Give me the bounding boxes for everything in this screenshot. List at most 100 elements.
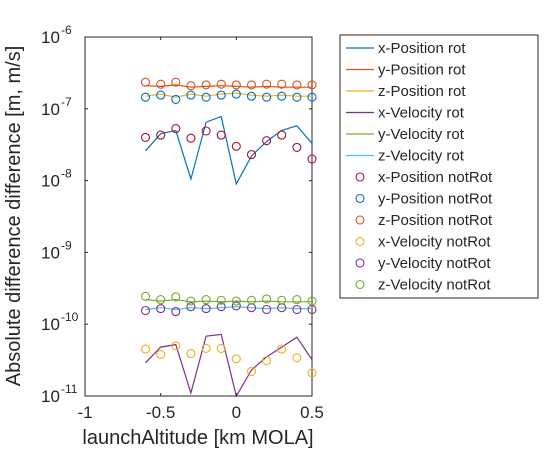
data-point <box>307 92 317 102</box>
series-z-position-notrot <box>140 77 317 91</box>
data-point <box>277 344 287 354</box>
legend-entry: y-Velocity rot <box>346 126 465 143</box>
data-point <box>186 90 196 100</box>
legend-label: x-Velocity rot <box>378 105 465 122</box>
data-point <box>216 302 226 312</box>
data-point <box>186 296 196 306</box>
data-point <box>231 80 241 90</box>
legend-entry: z-Velocity rot <box>346 148 465 165</box>
y-tick-exponent: -6 <box>61 23 72 37</box>
x-axis-title: launchAltitude [km MOLA] <box>82 427 313 449</box>
legend-label: z-Position notRot <box>378 212 493 229</box>
y-tick-label: 10 -11 <box>41 382 78 406</box>
series-z-velocity-notrot <box>140 291 317 306</box>
data-point <box>171 307 181 317</box>
legend-label: z-Position rot <box>378 83 466 100</box>
data-point <box>292 304 302 315</box>
data-point <box>262 356 272 366</box>
legend-entry: y-Position notRot <box>355 191 493 208</box>
series-z-velocity-rot <box>145 306 312 311</box>
data-point <box>216 295 226 305</box>
data-point <box>231 141 241 151</box>
legend-marker-swatch <box>355 258 365 268</box>
data-point <box>307 368 317 378</box>
legend-entry: x-Velocity notRot <box>355 234 491 251</box>
data-point <box>201 92 211 102</box>
legend-label: z-Velocity rot <box>378 148 465 165</box>
data-point <box>277 130 287 140</box>
legend-marker-swatch <box>355 236 365 247</box>
data-point <box>292 92 302 102</box>
data-point <box>292 142 302 152</box>
data-point <box>231 354 241 364</box>
legend-label: x-Position rot <box>378 40 466 57</box>
data-point <box>277 303 287 313</box>
y-axis-title: Absolute difference difference [m, m/s] <box>3 46 25 387</box>
legend-entry: x-Velocity rot <box>346 105 465 122</box>
data-point <box>292 295 302 305</box>
data-point <box>246 366 257 376</box>
y-tick-base: 10 <box>41 172 60 191</box>
data-point <box>156 79 166 89</box>
legend-entry: x-Position rot <box>346 40 466 57</box>
x-tick-label: -1 <box>77 403 92 422</box>
data-point <box>292 353 302 363</box>
legend-label: z-Velocity notRot <box>378 277 491 294</box>
legend-label: y-Velocity notRot <box>378 255 491 272</box>
data-point <box>246 80 257 90</box>
series-x-position-notrot <box>140 124 317 164</box>
series-x-velocity-notrot <box>140 341 317 378</box>
legend-entry: y-Velocity notRot <box>355 255 491 272</box>
data-point <box>156 130 166 140</box>
data-point <box>262 294 272 304</box>
data-point <box>307 154 317 164</box>
data-point <box>307 296 317 306</box>
series-y-position-notrot <box>140 89 317 104</box>
data-point <box>262 136 272 146</box>
y-tick-label: 10 -10 <box>41 310 79 334</box>
data-point <box>216 130 226 140</box>
legend-label: y-Velocity rot <box>378 126 465 143</box>
y-tick-base: 10 <box>41 387 60 406</box>
data-point <box>201 343 211 353</box>
data-point <box>216 79 226 89</box>
legend: x-Position rot y-Position rot z-Position r… <box>339 34 539 299</box>
y-tick-exponent: -7 <box>61 95 72 109</box>
y-tick-base: 10 <box>41 28 60 47</box>
data-point <box>216 343 226 353</box>
legend-box <box>339 34 539 299</box>
data-point <box>277 91 287 101</box>
data-point <box>201 80 211 90</box>
data-point <box>156 304 166 314</box>
legend-items: x-Position rot y-Position rot z-Position r… <box>346 40 493 294</box>
y-tick-exponent: -9 <box>61 238 72 252</box>
legend-marker-swatch <box>355 172 365 182</box>
legend-marker-swatch <box>355 279 365 290</box>
data-point <box>140 77 151 87</box>
x-tick-label: 0.5 <box>300 403 324 422</box>
data-point <box>201 126 211 136</box>
data-point <box>246 91 257 101</box>
data-point <box>201 304 211 314</box>
data-point <box>277 295 287 305</box>
data-point <box>171 124 181 134</box>
y-tick-label: 10 -7 <box>41 95 72 119</box>
data-point <box>262 92 272 102</box>
data-point <box>231 296 241 306</box>
legend-entry: z-Velocity notRot <box>355 277 491 294</box>
data-point <box>171 94 181 104</box>
y-tick-base: 10 <box>41 243 60 262</box>
data-point <box>186 349 196 359</box>
y-tick-exponent: -10 <box>61 310 79 324</box>
legend-marker-swatch <box>355 193 365 204</box>
legend-label: x-Velocity notRot <box>378 234 491 251</box>
data-point <box>246 295 257 305</box>
data-point <box>186 81 196 91</box>
data-point <box>231 301 241 311</box>
data-point <box>216 90 226 100</box>
legend-marker-swatch <box>355 215 365 225</box>
data-point <box>186 133 196 143</box>
data-point <box>262 79 272 89</box>
